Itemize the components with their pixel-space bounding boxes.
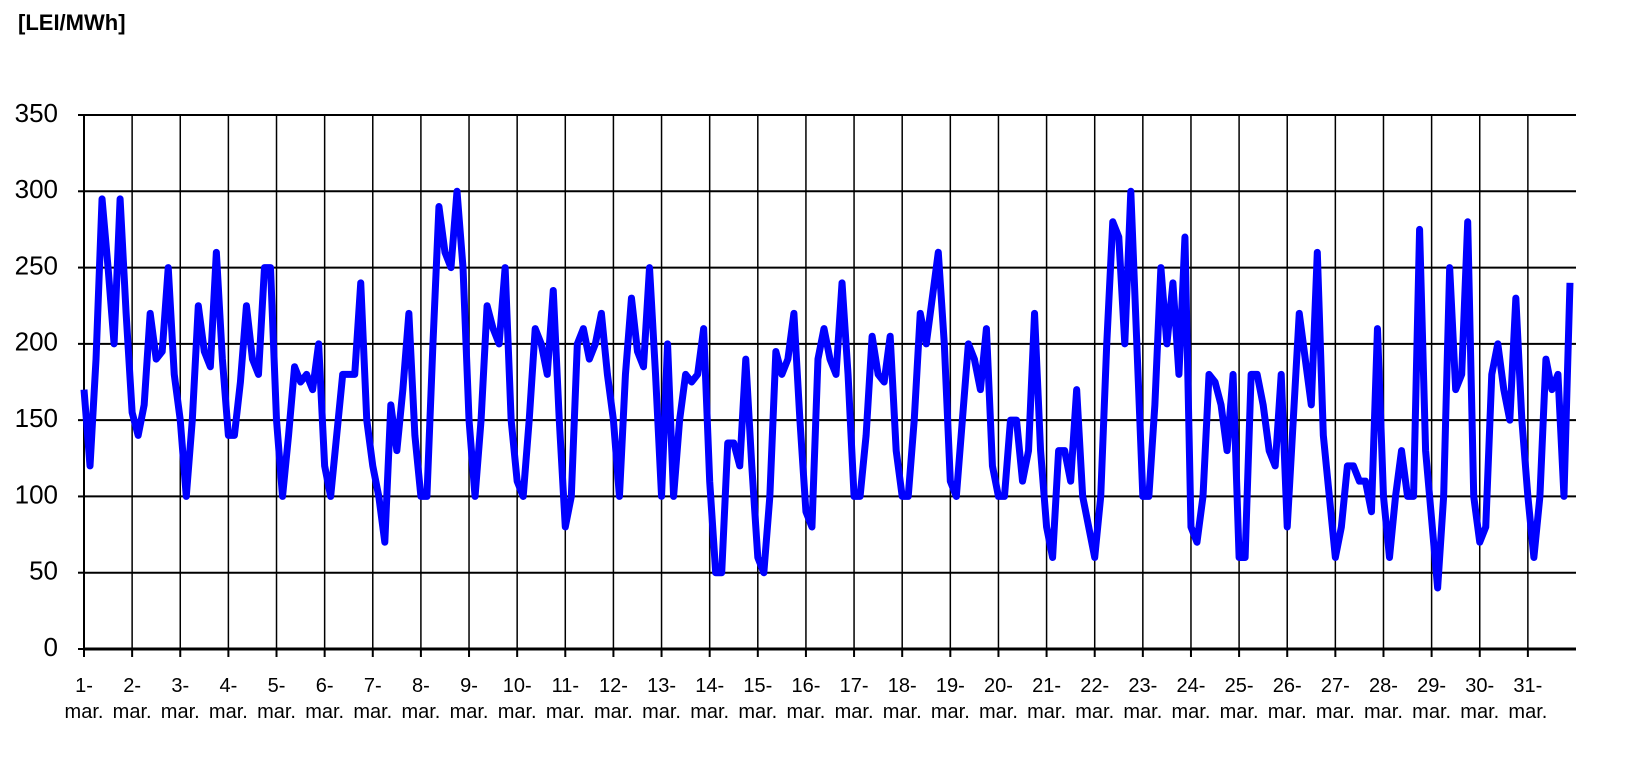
- x-tick-label: 8- mar.: [401, 675, 441, 723]
- x-tick-label: 28- mar.: [1364, 675, 1403, 723]
- x-tick-label: 19- mar.: [930, 675, 970, 723]
- x-tick-label: 27- mar.: [1315, 675, 1355, 723]
- x-tick-label: 9- mar.: [449, 675, 489, 723]
- x-tick-label: 29- mar.: [1412, 675, 1452, 723]
- x-tick-label: 2- mar.: [112, 675, 152, 723]
- x-tick-label: 13- mar.: [642, 675, 681, 723]
- x-tick-label: 3- mar.: [160, 675, 200, 723]
- x-tick-label: 25- mar.: [1219, 675, 1259, 723]
- x-tick-label: 26- mar.: [1267, 675, 1307, 723]
- y-tick-label: 350: [15, 98, 58, 128]
- x-tick-label: 10- mar.: [497, 675, 537, 723]
- x-tick-label: 17- mar.: [834, 675, 874, 723]
- x-tick-label: 30- mar.: [1460, 675, 1500, 723]
- x-tick-label: 15- mar.: [738, 675, 778, 723]
- x-tick-label: 12- mar.: [593, 675, 633, 723]
- y-tick-label: 200: [15, 327, 58, 357]
- x-tick-label: 1- mar.: [64, 675, 104, 723]
- y-tick-label: 0: [44, 632, 58, 662]
- x-tick-label: 4- mar.: [208, 675, 248, 723]
- x-tick-label: 16- mar.: [786, 675, 826, 723]
- x-tick-label: 7- mar.: [353, 675, 393, 723]
- x-tick-label: 24- mar.: [1171, 675, 1211, 723]
- x-tick-label: 5- mar.: [257, 675, 296, 723]
- x-tick-label: 23- mar.: [1123, 675, 1163, 723]
- y-tick-label: 150: [15, 403, 58, 433]
- x-tick-label: 20- mar.: [978, 675, 1018, 723]
- y-tick-label: 250: [15, 250, 58, 280]
- x-tick-label: 31- mar.: [1508, 675, 1548, 723]
- y-tick-label: 100: [15, 479, 58, 509]
- y-axis-label: [LEI/MWh]: [18, 10, 126, 35]
- y-tick-label: 300: [15, 174, 58, 204]
- y-tick-label: 50: [29, 556, 58, 586]
- x-tick-label: 11- mar.: [545, 675, 585, 723]
- x-tick-label: 21- mar.: [1027, 675, 1067, 723]
- price-line: [80, 187, 1574, 592]
- x-tick-label: 18- mar.: [882, 675, 922, 723]
- x-tick-label: 22- mar.: [1075, 675, 1115, 723]
- x-tick-label: 6- mar.: [305, 675, 345, 723]
- x-tick-label: 14- mar.: [690, 675, 730, 723]
